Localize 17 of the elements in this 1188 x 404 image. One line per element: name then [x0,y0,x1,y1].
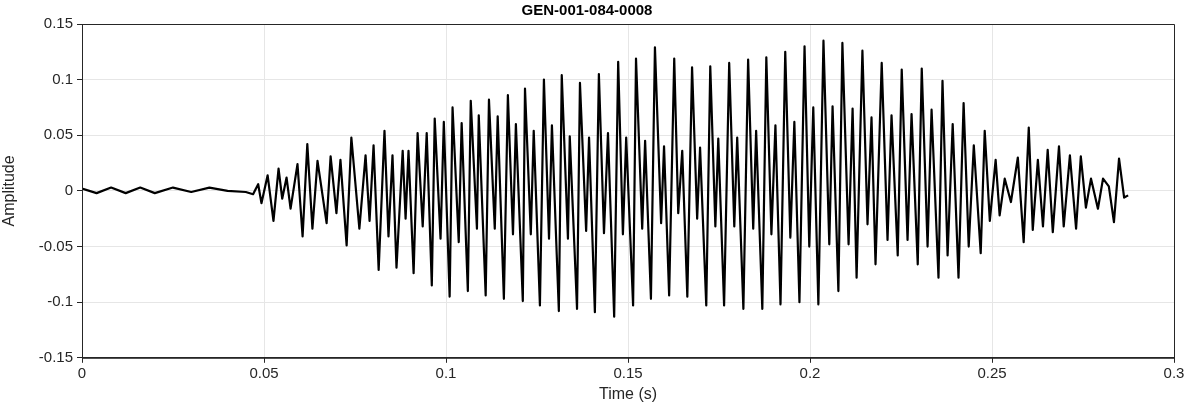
x-tick-label: 0.25 [977,363,1007,381]
x-tick-label: 0.15 [613,363,643,381]
x-tick-label: 0.05 [249,363,279,381]
x-tick-label: 0.3 [1163,363,1185,381]
chart-title: GEN-001-084-0008 [521,1,653,19]
x-tick-label: 0.2 [799,363,821,381]
y-tick-label: 0.05 [43,125,73,143]
y-axis-title: Amplitude [0,155,18,227]
y-tick-label: -0.15 [38,347,73,365]
y-tick-label: 0 [64,181,73,199]
y-tick-label: 0.15 [43,14,73,32]
y-tick-label: -0.1 [47,292,73,310]
x-tick-label: 0 [77,363,87,381]
x-axis-title: Time (s) [598,384,658,402]
y-tick-label: -0.05 [38,236,73,254]
y-tick-label: 0.1 [52,69,73,87]
x-tick-label: 0.1 [435,363,457,381]
